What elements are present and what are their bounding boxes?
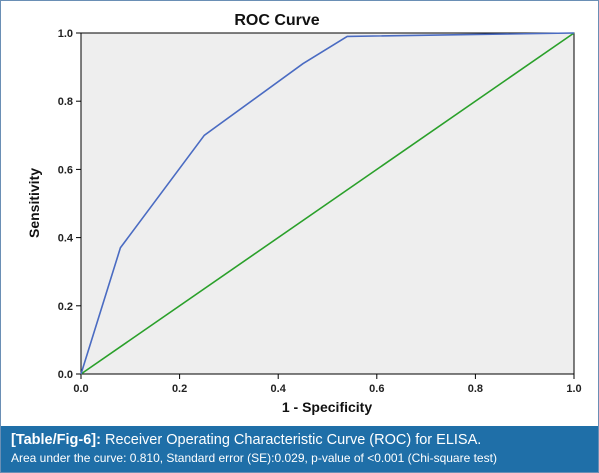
caption-label: [Table/Fig-6]: (11, 432, 101, 448)
caption-text: Receiver Operating Characteristic Curve … (104, 432, 482, 448)
figure-caption: [Table/Fig-6]: Receiver Operating Charac… (1, 426, 598, 472)
roc-chart: ROC Curve 1 - Specificity Sensitivity 0.… (26, 12, 582, 415)
y-tick-label: 1.0 (58, 28, 73, 40)
caption-detail: Area under the curve: 0.810, Standard er… (11, 451, 497, 465)
x-axis-ticks: 0.0 0.2 0.4 0.6 0.8 1.0 (73, 374, 582, 395)
x-tick-label: 0.6 (369, 383, 384, 395)
x-tick-label: 0.8 (468, 383, 483, 395)
y-axis-title: Sensitivity (26, 168, 42, 238)
y-tick-label: 0.4 (58, 233, 74, 245)
y-axis-ticks: 0.0 0.2 0.4 0.6 0.8 1.0 (58, 28, 81, 381)
x-tick-label: 0.0 (73, 383, 88, 395)
y-tick-label: 0.2 (58, 301, 73, 313)
roc-curve-line (80, 32, 575, 375)
y-tick-label: 0.6 (58, 164, 73, 176)
x-tick-label: 1.0 (566, 383, 581, 395)
series-layer (80, 32, 575, 375)
x-tick-label: 0.4 (271, 383, 287, 395)
y-tick-label: 0.0 (58, 369, 73, 381)
chart-title: ROC Curve (234, 12, 319, 29)
x-tick-label: 0.2 (172, 383, 187, 395)
reference-diagonal-line (80, 32, 575, 375)
y-tick-label: 0.8 (58, 96, 73, 108)
x-axis-title: 1 - Specificity (282, 399, 372, 415)
chart-area: ROC Curve 1 - Specificity Sensitivity 0.… (1, 1, 598, 426)
caption-line-1: [Table/Fig-6]: Receiver Operating Charac… (11, 430, 588, 450)
